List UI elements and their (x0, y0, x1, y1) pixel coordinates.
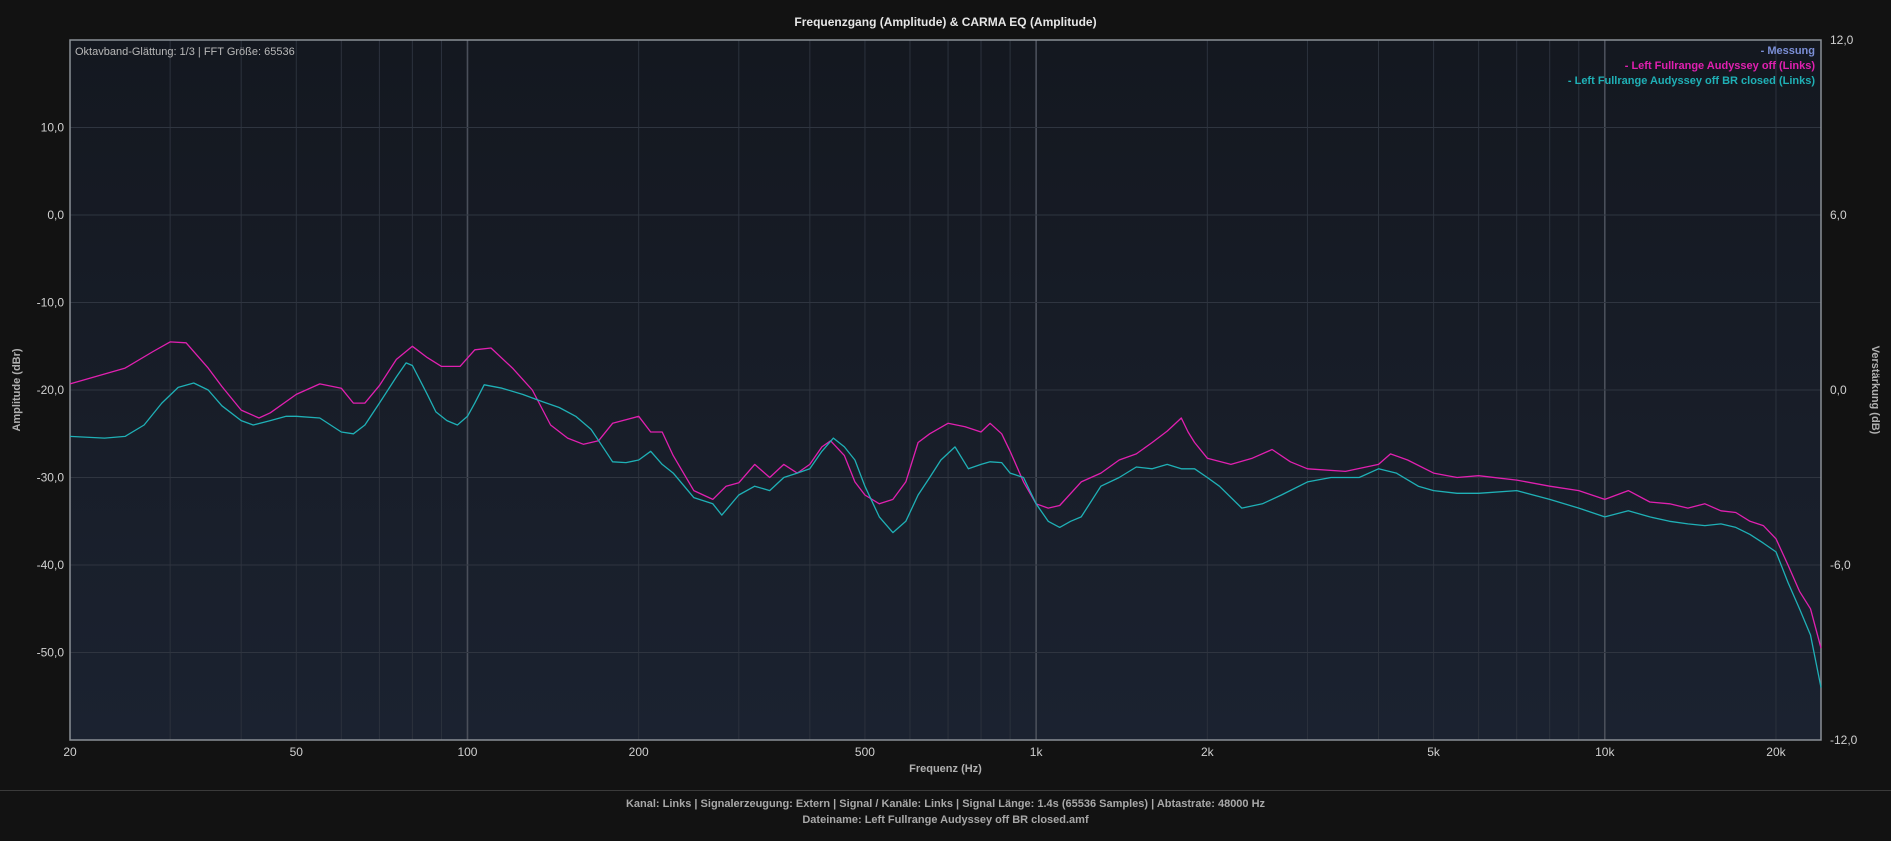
x-tick-label: 200 (629, 745, 649, 759)
y2-tick-label: 6,0 (1830, 208, 1847, 222)
x-tick-label: 1k (1030, 745, 1044, 759)
y-tick-label: -20,0 (37, 383, 65, 397)
x-tick-label: 20k (1766, 745, 1786, 759)
y-tick-label: -10,0 (37, 296, 65, 310)
legend-entry: - Messung (1761, 45, 1815, 57)
file-name: Dateiname: Left Fullrange Audyssey off B… (802, 814, 1089, 826)
y2-tick-label: 0,0 (1830, 383, 1847, 397)
y-tick-label: 10,0 (41, 121, 65, 135)
y2-tick-label: -12,0 (1830, 733, 1858, 747)
legend-entry: - Left Fullrange Audyssey off (Links) (1625, 60, 1816, 72)
x-tick-label: 50 (290, 745, 304, 759)
status-footer: Kanal: Links | Signalerzeugung: Extern |… (0, 790, 1891, 841)
x-tick-label: 5k (1427, 745, 1441, 759)
smoothing-info: Oktavband-Glättung: 1/3 | FFT Größe: 655… (75, 46, 295, 58)
series-line-2 (69, 362, 1822, 688)
plot-frame (69, 39, 1822, 741)
y-tick-label: -40,0 (37, 558, 65, 572)
y2-tick-label: -6,0 (1830, 558, 1851, 572)
x-tick-label: 500 (855, 745, 875, 759)
y-tick-label: -30,0 (37, 471, 65, 485)
x-tick-label: 100 (457, 745, 477, 759)
legend-entry: - Left Fullrange Audyssey off BR closed … (1568, 75, 1815, 87)
x-tick-label: 2k (1201, 745, 1215, 759)
x-tick-label: 20 (63, 745, 77, 759)
y-tick-label: -50,0 (37, 646, 65, 660)
x-axis-label: Frequenz (Hz) (909, 763, 982, 775)
y-axis-label: Amplitude (dBr) (11, 348, 23, 431)
x-tick-label: 10k (1595, 745, 1615, 759)
y2-axis-label: Verstärkung (dB) (1869, 346, 1881, 435)
frequency-response-chart: Frequenzgang (Amplitude) & CARMA EQ (Amp… (11, 15, 1881, 775)
chart-title: Frequenzgang (Amplitude) & CARMA EQ (Amp… (794, 15, 1096, 29)
y-tick-label: 0,0 (47, 208, 64, 222)
series-line-1 (69, 341, 1822, 649)
y2-tick-label: 12,0 (1830, 33, 1854, 47)
signal-info: Kanal: Links | Signalerzeugung: Extern |… (625, 798, 1266, 810)
